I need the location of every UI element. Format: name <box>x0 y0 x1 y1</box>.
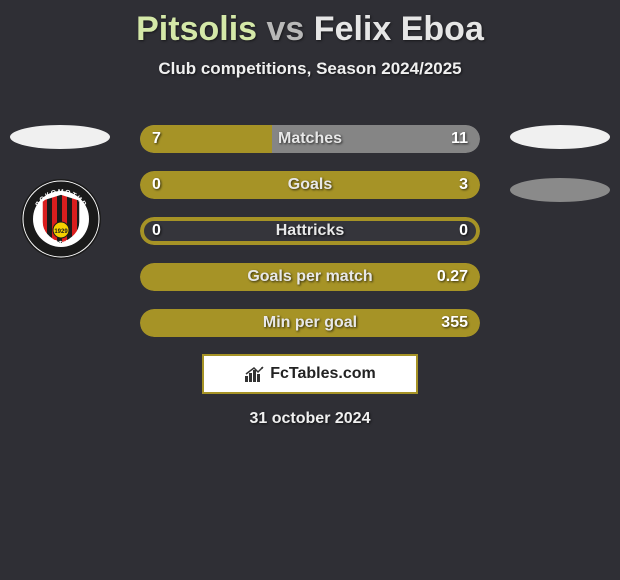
chart-icon <box>244 365 266 383</box>
stats-area: 7Matches110Goals30Hattricks0Goals per ma… <box>140 125 480 355</box>
date-line: 31 october 2024 <box>0 410 620 428</box>
stat-row: Goals per match0.27 <box>140 263 480 291</box>
stat-label: Matches <box>140 125 480 153</box>
stat-label: Min per goal <box>140 309 480 337</box>
stat-label: Goals <box>140 171 480 199</box>
placeholder-oval-top-left <box>10 125 110 149</box>
brand-text: FcTables.com <box>270 365 376 383</box>
stat-label: Hattricks <box>140 217 480 245</box>
stat-value-right: 0 <box>459 217 468 245</box>
comparison-title: Pitsolis vs Felix Eboa <box>0 0 620 49</box>
stat-row: 7Matches11 <box>140 125 480 153</box>
stat-value-right: 355 <box>441 309 468 337</box>
subtitle: Club competitions, Season 2024/2025 <box>0 59 620 79</box>
placeholder-oval-right-2 <box>510 178 610 202</box>
stat-value-right: 3 <box>459 171 468 199</box>
player1-name: Pitsolis <box>136 10 257 48</box>
stat-row: 0Goals3 <box>140 171 480 199</box>
vs-text: vs <box>267 10 305 48</box>
stat-value-right: 11 <box>451 125 468 153</box>
player2-name: Felix Eboa <box>314 10 484 48</box>
club-crest: 1929 ЛОКОМОТИВ ★ СОФИЯ ★ <box>20 178 102 260</box>
stat-row: Min per goal355 <box>140 309 480 337</box>
stat-value-right: 0.27 <box>437 263 468 291</box>
brand-box: FcTables.com <box>202 354 418 394</box>
svg-text:1929: 1929 <box>54 229 68 235</box>
stat-label: Goals per match <box>140 263 480 291</box>
placeholder-oval-top-right <box>510 125 610 149</box>
stat-row: 0Hattricks0 <box>140 217 480 245</box>
